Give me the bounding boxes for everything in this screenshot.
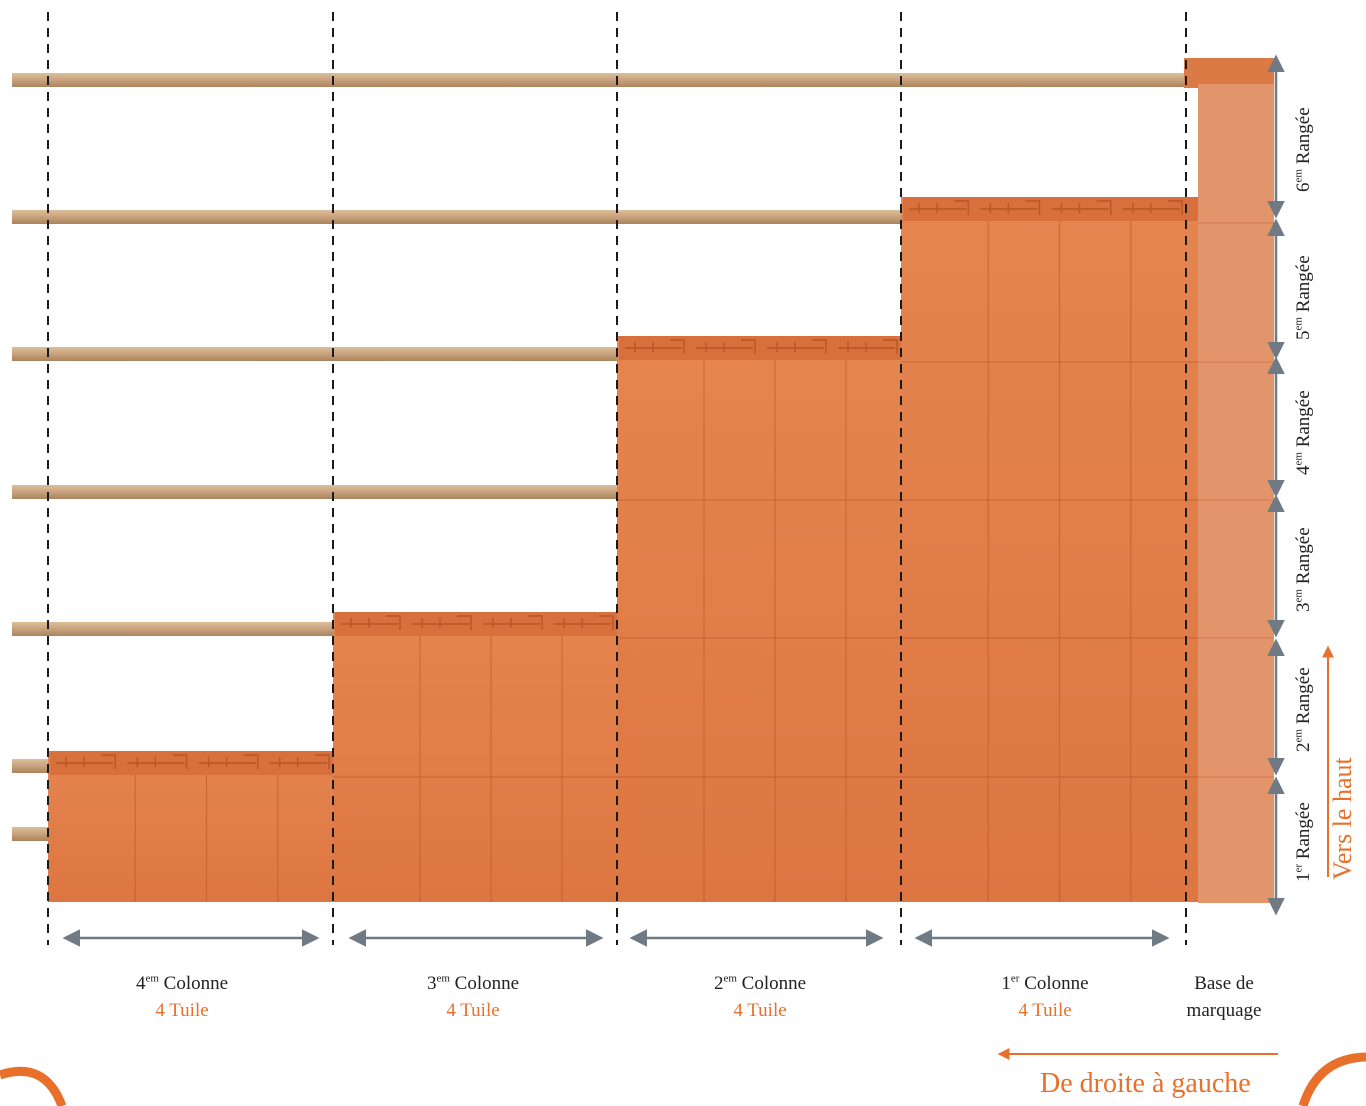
tile-column-body [48,751,349,902]
batten [12,210,905,224]
tile-ridge-detail [412,615,472,630]
column-count-3: 4 Tuile [446,1000,500,1021]
tile-ridge-detail [1122,200,1183,215]
roof-tiles [48,58,1274,903]
base-tile-top [1184,58,1274,88]
column-label-4: 4em Colonne 4 Tuile [62,970,302,1024]
row-label-5: 5em Rangée [1292,255,1314,340]
batten [12,485,620,499]
batten [12,827,50,841]
row-label-4: 4em Rangée [1292,390,1314,475]
tile-ridge-detail [56,754,116,769]
tile-ridge-detail [269,754,330,769]
batten [12,622,335,636]
tile-ridge-detail [1051,200,1112,215]
tile-ridge-detail [696,339,756,354]
column-guides [47,12,1187,945]
row-label-3: 3em Rangée [1292,527,1314,612]
dimension-arrows [62,54,1285,947]
tile-ridge-detail [198,754,259,769]
tile-ridge-detail [341,615,401,630]
tile-ridge-detail [980,200,1041,215]
tile-ridge-detail [909,200,969,215]
column-count-4: 4 Tuile [155,1000,209,1021]
orange-decor [0,645,1366,1106]
batten [12,347,620,361]
direction-up-label: Vers le haut [1328,757,1357,880]
column-label-3: 3em Colonne 4 Tuile [353,970,593,1024]
battens [12,73,1190,841]
corner-arc-right [1298,1052,1366,1106]
tile-ridge-detail [127,754,188,769]
tile-ridge-detail [483,615,543,630]
direction-left-label: De droite à gauche [1040,1068,1251,1099]
tile-ridge-detail [554,615,614,630]
tile-column-body [333,612,633,902]
row-label-1: 1er Rangée [1292,802,1314,882]
row-label-6: 6em Rangée [1292,107,1314,192]
tile-column-body [901,197,1202,902]
column-label-2: 2em Colonne 4 Tuile [640,970,880,1024]
column-count-2: 4 Tuile [733,1000,787,1021]
row-label-2: 2em Rangée [1292,667,1314,752]
base-marker-strip [1198,84,1274,903]
tile-ridge-detail [625,339,685,354]
tile-ridge-detail [838,339,898,354]
batten [12,759,50,773]
tile-ridge-detail [767,339,827,354]
corner-arc-left [0,1066,67,1106]
column-count-1: 4 Tuile [1018,1000,1072,1021]
batten [12,73,1190,87]
base-label: Base de marquage [1186,973,1262,1021]
column-label-1: 1er Colonne 4 Tuile [925,970,1165,1024]
tile-column-body [617,336,917,902]
